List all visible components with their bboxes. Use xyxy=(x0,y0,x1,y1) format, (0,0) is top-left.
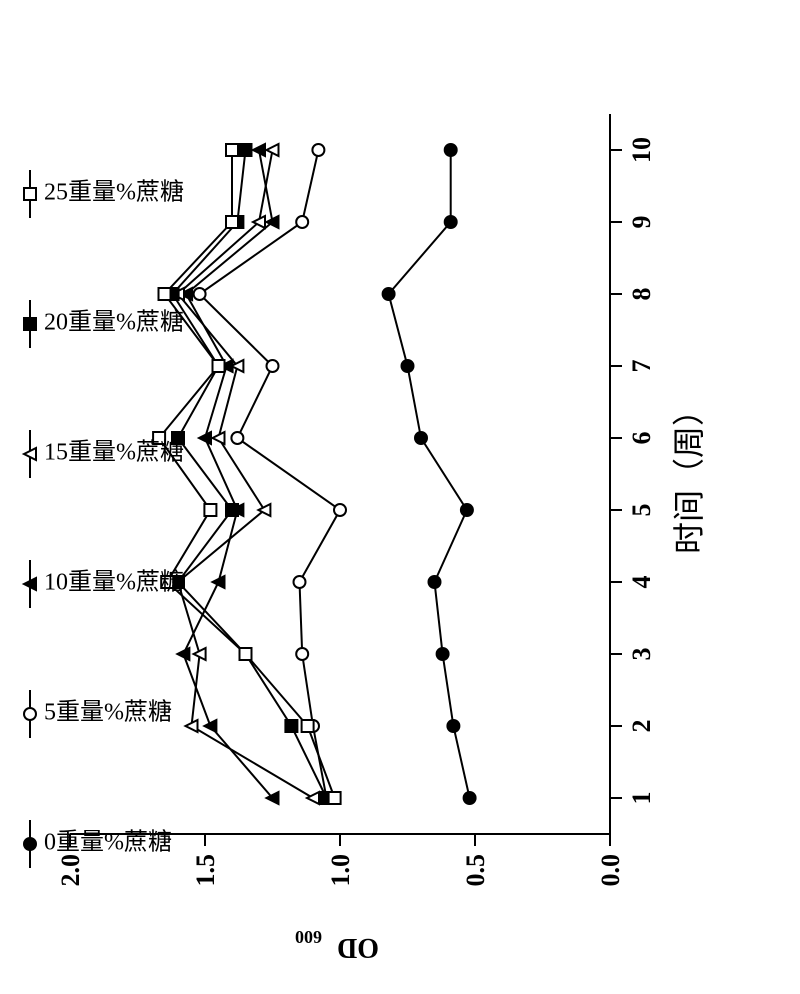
x-tick-label: 5 xyxy=(627,504,656,517)
marker-square-open xyxy=(302,720,314,732)
marker-square-open xyxy=(213,360,225,372)
marker-square-open xyxy=(226,216,238,228)
series-2 xyxy=(177,144,278,804)
series-line-4 xyxy=(173,150,327,798)
legend-label: 15重量%蔗糖 xyxy=(44,439,184,466)
legend-label: 0重量%蔗糖 xyxy=(44,829,172,856)
x-tick-label: 7 xyxy=(627,360,656,373)
y-axis-title: OD 600 xyxy=(295,927,379,963)
legend-item: 0重量%蔗糖 xyxy=(44,829,172,856)
marker-circle-filled xyxy=(383,288,395,300)
series-3 xyxy=(172,144,319,804)
marker-square-filled xyxy=(226,504,238,516)
marker-triangle-filled xyxy=(213,576,225,588)
marker-circle-open xyxy=(296,648,308,660)
marker-circle-open xyxy=(312,144,324,156)
legend-item: 5重量%蔗糖 xyxy=(44,699,172,726)
series-line-3 xyxy=(178,150,313,798)
marker-circle-filled xyxy=(447,720,459,732)
legend-label: 25重量%蔗糖 xyxy=(44,179,184,206)
series-4 xyxy=(167,144,333,804)
marker-circle-open xyxy=(267,360,279,372)
marker-square-open xyxy=(240,648,252,660)
marker-square-filled xyxy=(285,720,297,732)
line-chart: 1 2 3 4 5 6 7 8 9 10 0.0 0.5 1.0 1.5 2.0 时间（周） OD 600 0重量%… xyxy=(0,0,800,994)
y-axis-title-main: OD xyxy=(337,932,379,963)
x-tick-label: 1 xyxy=(627,792,656,805)
y-tick-label: 2.0 xyxy=(56,854,85,887)
marker-circle-open xyxy=(294,576,306,588)
marker-square-open xyxy=(204,504,216,516)
x-tick-label: 8 xyxy=(627,288,656,301)
marker-circle-filled xyxy=(445,216,457,228)
x-tick-label: 9 xyxy=(627,216,656,229)
marker-circle-filled xyxy=(415,432,427,444)
series-line-0 xyxy=(389,150,470,798)
x-tick-label: 2 xyxy=(627,720,656,733)
marker-square-filled xyxy=(24,318,36,330)
series-line-2 xyxy=(183,150,272,798)
x-tick-label: 10 xyxy=(627,137,656,163)
y-tick-label: 0.5 xyxy=(461,854,490,887)
x-tick-label: 6 xyxy=(627,432,656,445)
legend: 0重量%蔗糖 5重量%蔗糖 10重量%蔗糖 15重量%蔗糖 20重量%蔗糖 25重量%蔗糖 xyxy=(24,170,184,868)
marker-circle-filled xyxy=(437,648,449,660)
y-tick-label: 1.0 xyxy=(326,854,355,887)
marker-triangle-filled xyxy=(204,720,216,732)
legend-label: 5重量%蔗糖 xyxy=(44,699,172,726)
marker-triangle-filled xyxy=(177,648,189,660)
marker-square-open xyxy=(24,188,36,200)
marker-triangle-open xyxy=(307,792,319,804)
x-axis-title: 时间（周） xyxy=(671,394,707,554)
marker-circle-open xyxy=(24,708,36,720)
marker-triangle-filled xyxy=(199,432,211,444)
marker-square-open xyxy=(329,792,341,804)
marker-square-open xyxy=(159,288,171,300)
marker-circle-filled xyxy=(461,504,473,516)
marker-circle-filled xyxy=(445,144,457,156)
marker-circle-filled xyxy=(24,838,36,850)
series-0 xyxy=(383,144,476,804)
series-1 xyxy=(194,144,346,804)
legend-label: 20重量%蔗糖 xyxy=(44,309,184,336)
marker-circle-open xyxy=(231,432,243,444)
marker-circle-filled xyxy=(429,576,441,588)
marker-circle-open xyxy=(296,216,308,228)
legend-item: 25重量%蔗糖 xyxy=(44,179,184,206)
marker-circle-open xyxy=(194,288,206,300)
marker-square-open xyxy=(226,144,238,156)
legend-item: 20重量%蔗糖 xyxy=(44,309,184,336)
marker-circle-open xyxy=(334,504,346,516)
y-axis-title-sub: 600 xyxy=(295,927,322,947)
marker-circle-filled xyxy=(402,360,414,372)
x-tick-label: 4 xyxy=(627,576,656,589)
legend-item: 10重量%蔗糖 xyxy=(44,569,184,596)
legend-label: 10重量%蔗糖 xyxy=(44,569,184,596)
x-tick-label: 3 xyxy=(627,648,656,661)
y-tick-label: 1.5 xyxy=(191,854,220,887)
y-tick-label: 0.0 xyxy=(596,854,625,887)
marker-circle-filled xyxy=(464,792,476,804)
legend-item: 15重量%蔗糖 xyxy=(44,439,184,466)
marker-triangle-open xyxy=(213,432,225,444)
marker-square-filled xyxy=(240,144,252,156)
